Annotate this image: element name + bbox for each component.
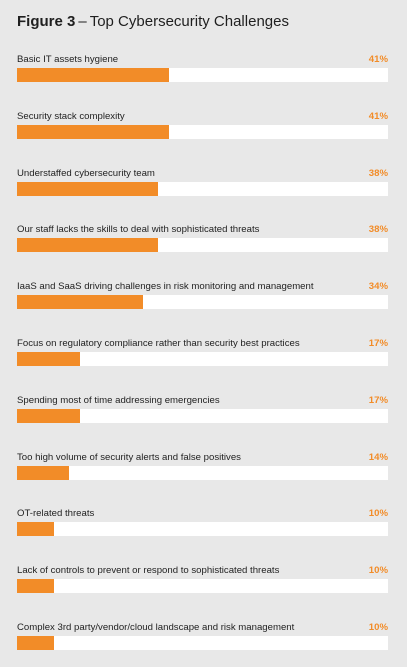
bar xyxy=(17,465,69,480)
bar-value-label: 10% xyxy=(368,622,388,633)
bar-track xyxy=(17,238,388,253)
bar xyxy=(17,295,144,310)
bar-category-label: Spending most of time addressing emergen… xyxy=(17,394,220,406)
bar-row: Understaffed cybersecurity team 38% xyxy=(17,168,388,208)
bar-category-label: Our staff lacks the skills to deal with … xyxy=(17,224,260,236)
bar xyxy=(17,579,55,594)
bar xyxy=(17,522,55,537)
figure-label: Figure 3 xyxy=(17,13,76,30)
bar-value-label: 17% xyxy=(368,394,388,406)
bar xyxy=(17,352,81,366)
bar-row: Too high volume of security alerts and f… xyxy=(17,452,388,492)
bar-track xyxy=(17,636,388,650)
chart-title: Figure 3– Top Cybersecurity Challenges xyxy=(17,12,289,32)
bar-category-label: Basic IT assets hygiene xyxy=(17,54,119,65)
bar-track xyxy=(17,522,388,537)
bar-row: Security stack complexity 41% xyxy=(17,111,388,151)
bar xyxy=(17,68,170,82)
bar-track xyxy=(17,124,388,139)
bar-row: Focus on regulatory compliance rather th… xyxy=(17,338,388,378)
title-dash: – xyxy=(78,13,87,30)
bar-row: Our staff lacks the skills to deal with … xyxy=(17,224,388,264)
bar xyxy=(17,408,81,423)
bar-value-label: 41% xyxy=(368,54,388,65)
bar-category-label: Understaffed cybersecurity team xyxy=(17,167,155,179)
figure-title: Top Cybersecurity Challenges xyxy=(89,13,289,30)
bar-category-label: IaaS and SaaS driving challenges in risk… xyxy=(17,281,314,293)
bar xyxy=(17,636,55,650)
bar-row: Complex 3rd party/vendor/cloud landscape… xyxy=(17,622,388,662)
bar-row: Basic IT assets hygiene 41% xyxy=(17,54,388,94)
bar-value-label: 10% xyxy=(368,508,388,520)
bar-track xyxy=(17,295,388,310)
bar-category-label: Complex 3rd party/vendor/cloud landscape… xyxy=(17,622,295,633)
bar-track xyxy=(17,465,388,480)
bar-category-label: Focus on regulatory compliance rather th… xyxy=(17,338,300,349)
bar-row: Spending most of time addressing emergen… xyxy=(17,395,388,435)
bar-category-label: Security stack complexity xyxy=(17,110,125,122)
bar-value-label: 34% xyxy=(368,281,388,293)
bar-value-label: 10% xyxy=(368,565,388,577)
bar xyxy=(17,181,158,196)
bar-track xyxy=(17,68,388,82)
bar-track xyxy=(17,579,388,594)
bar xyxy=(17,238,158,253)
bar-value-label: 14% xyxy=(368,451,388,463)
bar-category-label: Lack of controls to prevent or respond t… xyxy=(17,565,280,577)
bar-row: Lack of controls to prevent or respond t… xyxy=(17,565,388,605)
bar-category-label: Too high volume of security alerts and f… xyxy=(17,451,241,463)
bar-row: IaaS and SaaS driving challenges in risk… xyxy=(17,281,388,321)
bar-track xyxy=(17,181,388,196)
bar-value-label: 41% xyxy=(368,110,388,122)
bar-value-label: 38% xyxy=(368,224,388,236)
bar-track xyxy=(17,352,388,366)
bar-row: OT-related threats 10% xyxy=(17,508,388,548)
bar xyxy=(17,124,170,139)
bar-value-label: 17% xyxy=(368,338,388,349)
bar-track xyxy=(17,408,388,423)
bar-value-label: 38% xyxy=(368,167,388,179)
bar-category-label: OT-related threats xyxy=(17,508,95,520)
